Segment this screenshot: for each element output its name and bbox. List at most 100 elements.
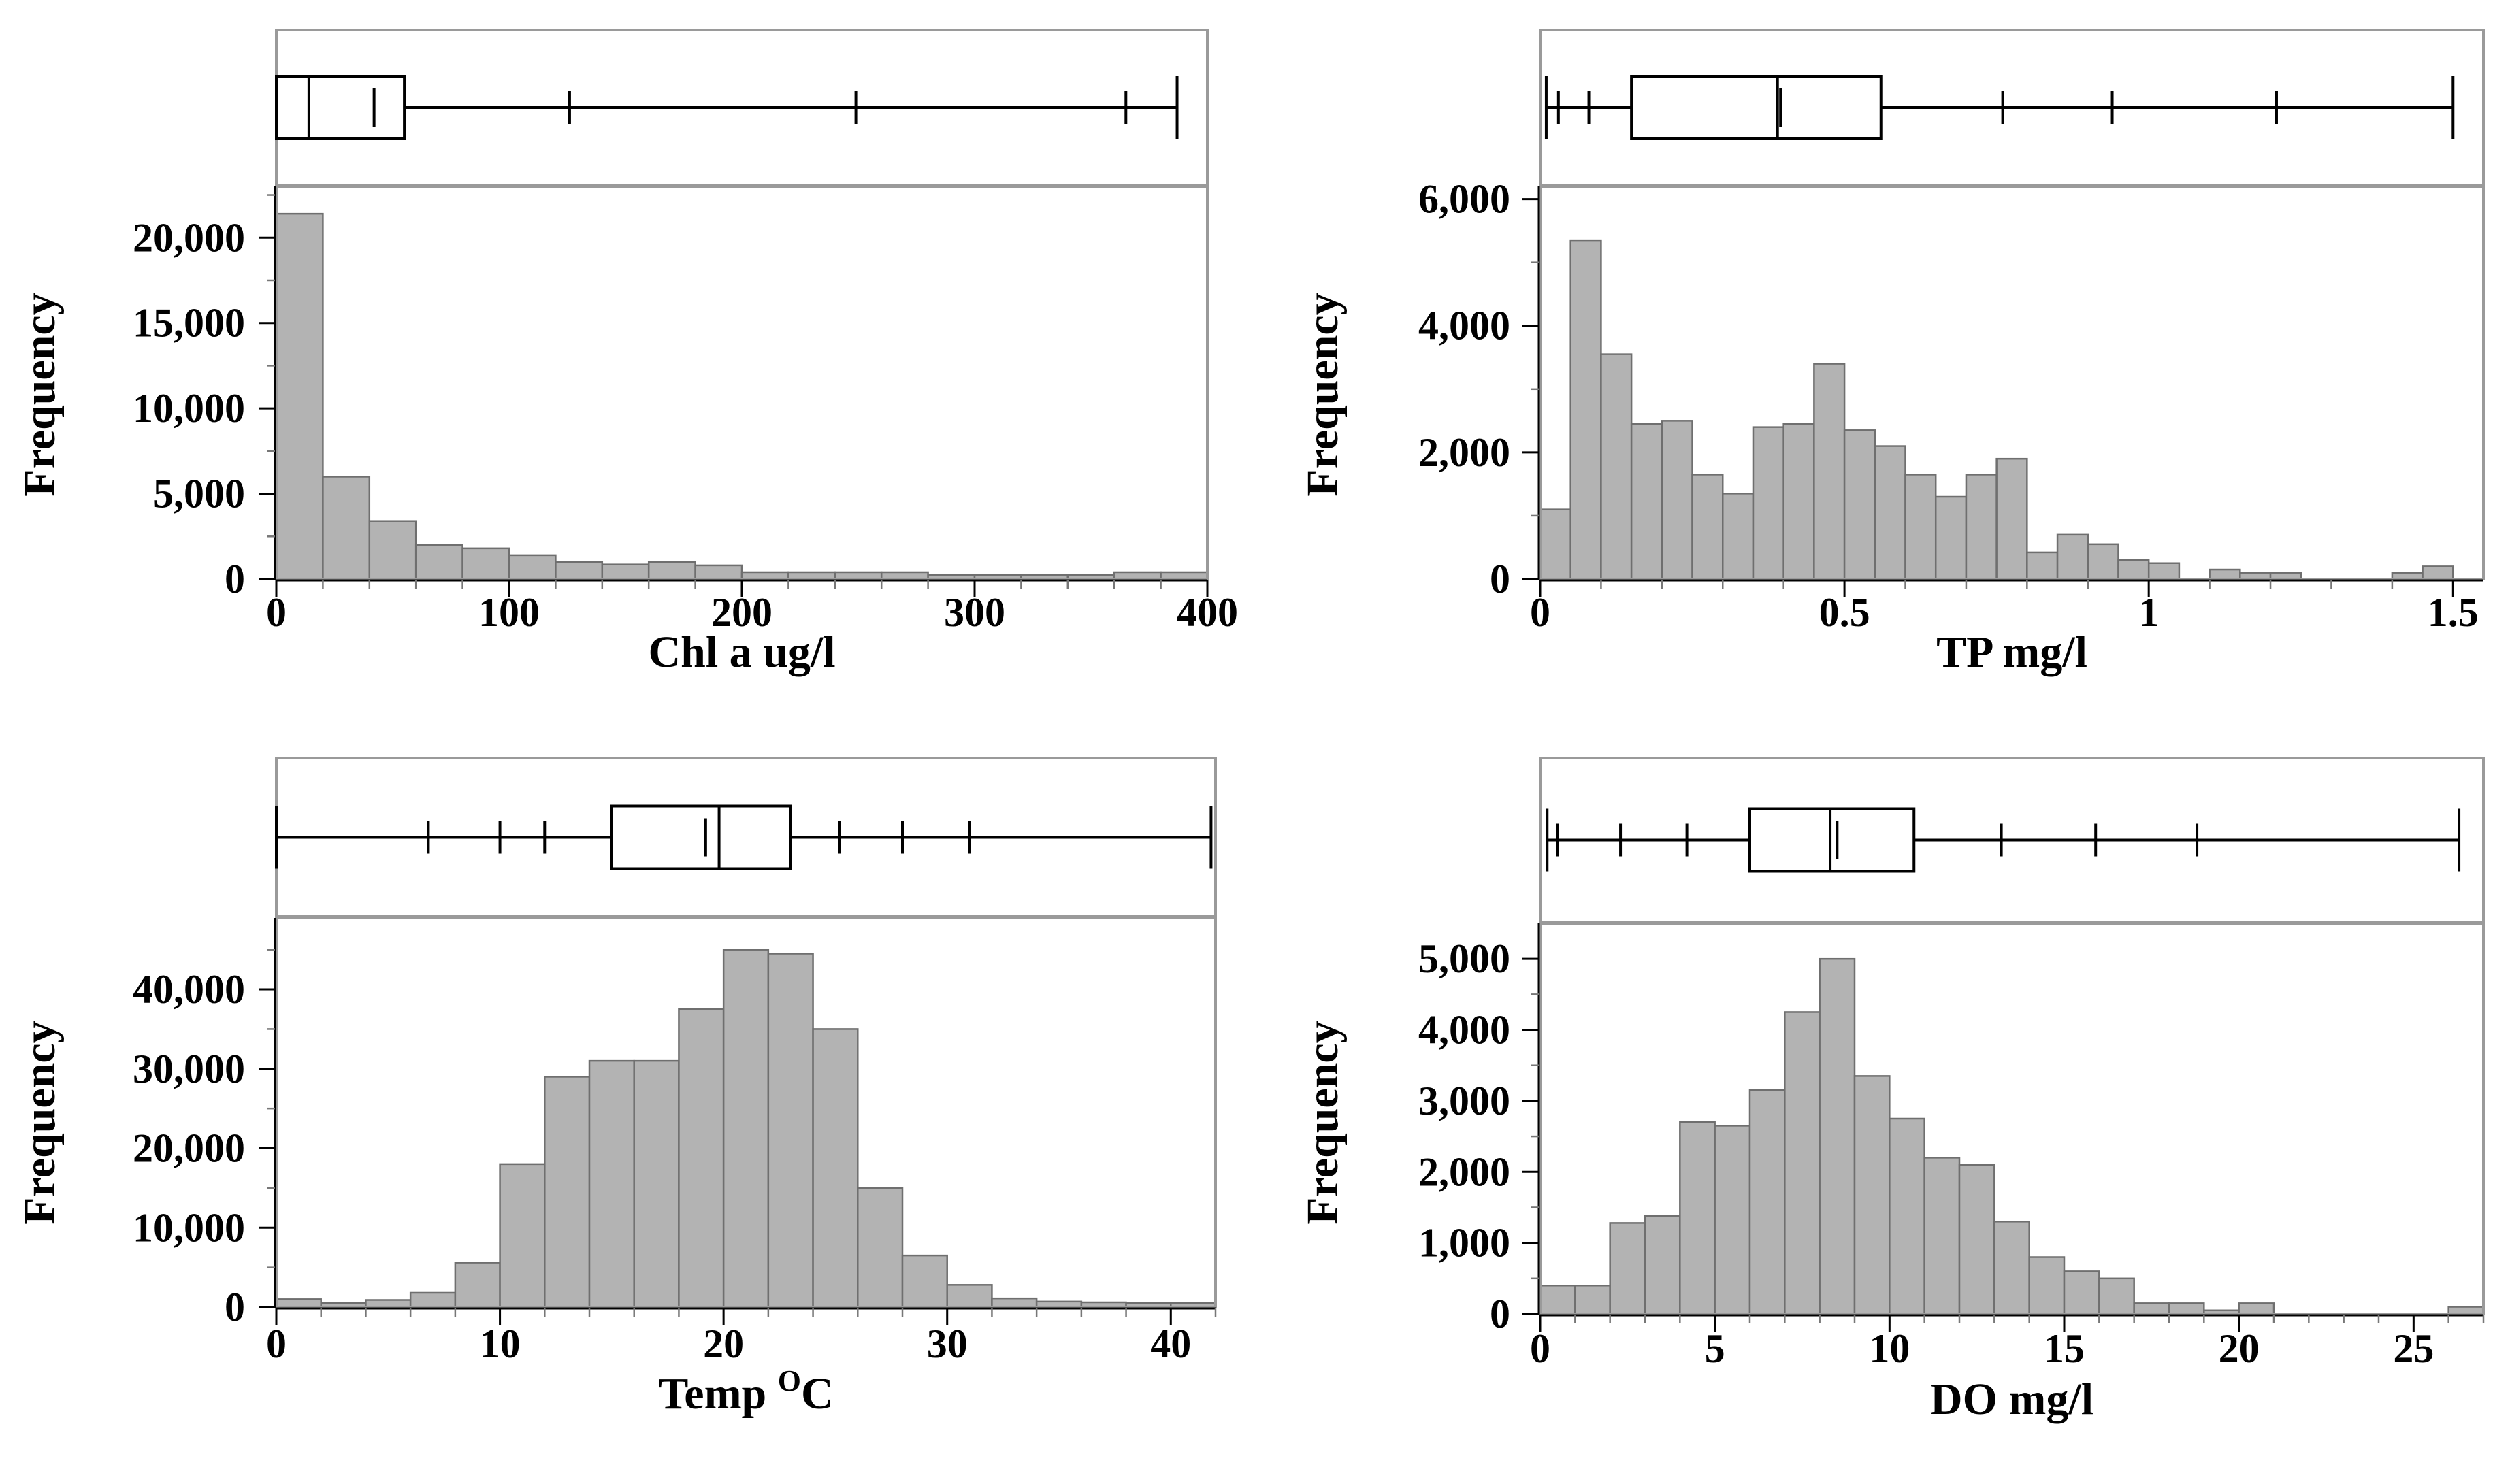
histogram-bar [275, 212, 324, 580]
x-axis-label-unit: C [801, 1369, 834, 1419]
x-axis-label-main: Temp [658, 1369, 777, 1419]
histogram-bar [508, 554, 557, 580]
histogram-bar [722, 949, 770, 1308]
histogram-bar [1995, 457, 2028, 580]
y-axis-label: Frequency [1298, 1021, 1348, 1224]
histogram-bar [1748, 1089, 1786, 1315]
y-tick-label: 10,000 [133, 1205, 245, 1250]
y-tick-label: 10,000 [133, 386, 245, 431]
y-tick-label: 3,000 [1418, 1078, 1510, 1123]
x-tick-label: 20 [2219, 1326, 2260, 1371]
histogram-bar [2147, 562, 2181, 580]
histogram-bar [1679, 1121, 1716, 1315]
histogram-bar [901, 1254, 948, 1308]
histogram-bar [1904, 474, 1937, 580]
x-tick-label: 400 [1177, 590, 1238, 635]
x-tick-label: 10 [1869, 1326, 1910, 1371]
histogram-bar [1644, 1215, 1681, 1315]
x-tick-label: 200 [711, 590, 772, 635]
histogram-bar [414, 544, 463, 580]
histogram-bar [2028, 1256, 2066, 1315]
y-axis-label: Frequency [15, 293, 65, 496]
x-tick-label: 0 [266, 590, 287, 635]
boxplot-box [275, 75, 406, 140]
y-tick-label: 5,000 [153, 472, 245, 516]
histogram-bar [1923, 1157, 1961, 1315]
x-axis-label: DO mg/l [1930, 1374, 2093, 1424]
histogram-bar [2063, 1270, 2100, 1315]
histogram-bar [2209, 568, 2241, 580]
histogram-bar [2056, 533, 2089, 580]
histogram-frame [275, 917, 1217, 1308]
histogram-bar [1782, 423, 1815, 580]
histogram-bar [694, 564, 743, 580]
y-tick-label: 0 [225, 1285, 245, 1330]
histogram-bar [1630, 423, 1663, 580]
x-axis-label: Temp OC [658, 1364, 833, 1419]
histogram-frame [1539, 922, 2485, 1315]
y-tick-label: 2,000 [1418, 1149, 1510, 1194]
histogram-bar [1539, 508, 1571, 580]
histogram-bar [633, 1059, 680, 1308]
histogram-bar [1843, 429, 1876, 580]
histogram-bar [1819, 957, 1856, 1315]
histogram-bar [1722, 493, 1755, 580]
y-tick-label: 20,000 [133, 1126, 245, 1171]
histogram-bar [2098, 1277, 2135, 1315]
y-tick-label: 6,000 [1418, 177, 1510, 222]
x-tick-label: 5 [1705, 1326, 1725, 1371]
histogram-bar [2238, 1302, 2275, 1315]
chart-panel-2: 0 2,000 4,000 6,000 0 0.5 1 1.5 TP mg/l Frequency [1298, 29, 2485, 677]
x-tick-label: 30 [927, 1321, 968, 1366]
y-tick-label: 4,000 [1418, 1008, 1510, 1053]
y-tick-label: 0 [1490, 557, 1510, 601]
histogram-bar [2168, 1302, 2205, 1315]
y-tick-label: 20,000 [133, 215, 245, 260]
y-tick-label: 5,000 [1418, 936, 1510, 981]
histogram-bar [1714, 1125, 1751, 1315]
histogram-bar [2422, 565, 2454, 580]
histogram-bar [601, 563, 650, 580]
chart-panel-1: 0 5,000 10,000 15,000 20,000 0 100 200 300 400 Chl… [15, 29, 1238, 677]
x-tick-label: 0.5 [1819, 590, 1870, 635]
x-tick-label: 20 [703, 1321, 744, 1366]
x-axis-label-superscript: O [778, 1364, 801, 1398]
histogram-bar [322, 476, 371, 580]
histogram-bar [1752, 426, 1784, 580]
y-tick-label: 30,000 [133, 1046, 245, 1091]
histogram-bar [1965, 474, 1998, 580]
histogram-bar [555, 561, 604, 580]
histogram-bar [588, 1059, 635, 1308]
y-tick-label: 1,000 [1418, 1221, 1510, 1266]
x-tick-label: 1 [2138, 590, 2159, 635]
histogram-frame [1539, 185, 2485, 580]
y-tick-label: 4,000 [1418, 303, 1510, 348]
boxplot-box [1748, 807, 1916, 873]
histogram-bar [1600, 353, 1633, 580]
histogram-bar [1569, 239, 1602, 580]
histogram-bar [1853, 1075, 1891, 1315]
histogram-bar [2117, 559, 2150, 580]
histogram-bar [1539, 1285, 1576, 1315]
x-tick-label: 0 [266, 1321, 287, 1366]
histogram-bar [368, 520, 417, 580]
histogram-bar [409, 1291, 457, 1308]
histogram-bar [544, 1076, 591, 1308]
histogram-bar [767, 953, 814, 1308]
histogram-bar [1661, 420, 1693, 580]
boxplot-box [1630, 75, 1882, 140]
y-axis-label: Frequency [1298, 293, 1348, 496]
x-tick-label: 0 [1530, 1326, 1550, 1371]
x-tick-label: 25 [2393, 1326, 2434, 1371]
y-tick-label: 15,000 [133, 301, 245, 346]
histogram-bar [499, 1163, 546, 1308]
histogram-bar [1784, 1011, 1821, 1315]
x-tick-label: 15 [2044, 1326, 2085, 1371]
histogram-bar [1889, 1117, 1925, 1315]
y-tick-label: 0 [1490, 1291, 1510, 1336]
histogram-bar [1958, 1164, 1995, 1315]
x-axis-label: TP mg/l [1936, 627, 2087, 677]
histogram-bar [812, 1028, 859, 1308]
